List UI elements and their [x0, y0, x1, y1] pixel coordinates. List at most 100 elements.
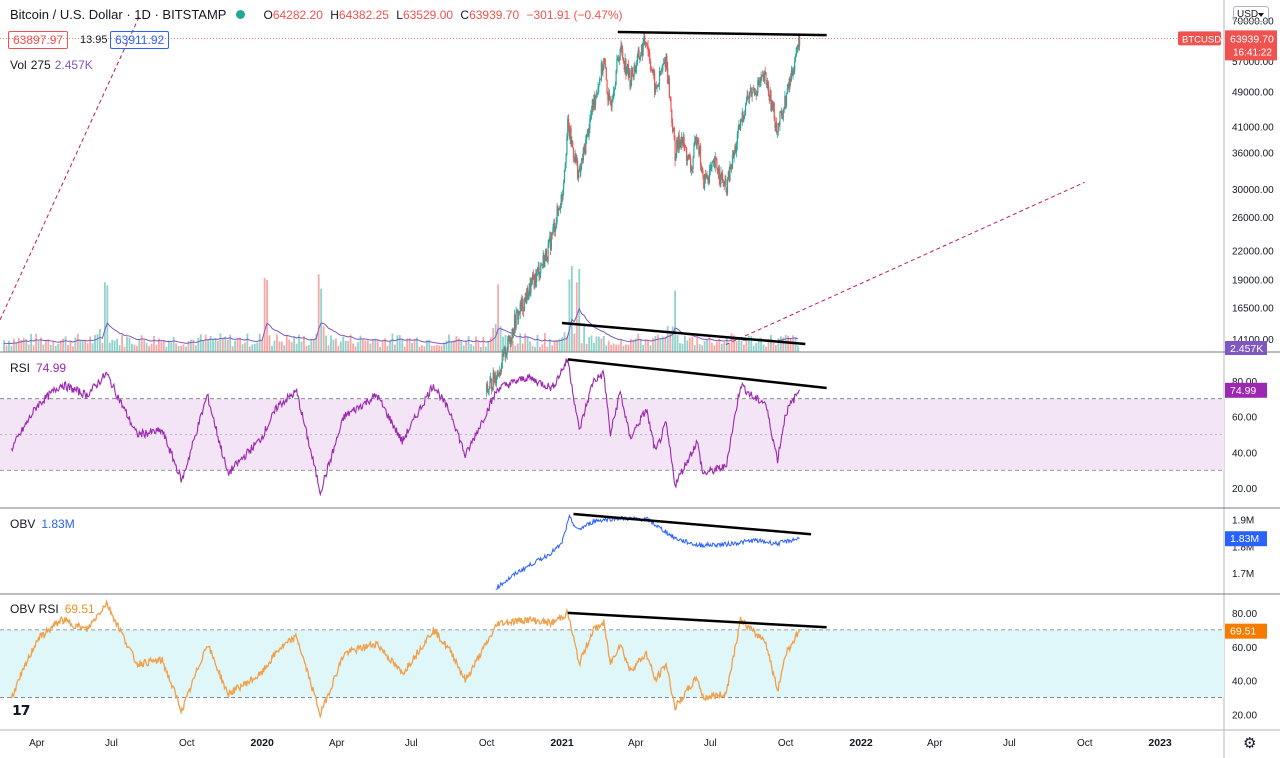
price-tick-label: 41000.00 [1232, 123, 1274, 134]
time-tick-label: 2020 [250, 737, 274, 749]
volume-bar [145, 343, 148, 352]
price-tick-label: 14100.00 [1232, 335, 1274, 346]
last-price-label: 63939.70 [1230, 33, 1274, 45]
volume-bar [192, 339, 195, 352]
obv-rsi-value: 69.51 [64, 602, 95, 616]
dashed-trendline [725, 181, 1085, 346]
volume-bar [620, 340, 622, 352]
candle [732, 155, 734, 159]
candle [547, 245, 549, 262]
volume-bar [273, 340, 276, 352]
volume-bar [96, 334, 99, 352]
volume-bar [236, 337, 239, 352]
candle [491, 389, 493, 391]
tradingview-logo: 𝟭𝟳 [12, 702, 31, 718]
candle [516, 311, 518, 313]
volume-bar [172, 336, 175, 352]
candle [792, 72, 794, 77]
sell-price-button[interactable]: 63897.97 [8, 31, 69, 49]
volume-bar [661, 336, 664, 352]
candle [753, 87, 755, 91]
candle [758, 82, 761, 86]
candle [627, 63, 629, 78]
candle [797, 45, 799, 47]
volume-bar [246, 333, 249, 352]
volume-bar [271, 345, 273, 352]
rsi-legend[interactable]: RSI 74.99 [10, 361, 66, 375]
candle [758, 80, 760, 86]
volume-bar [84, 340, 87, 352]
candle [717, 167, 719, 174]
volume-bar [217, 340, 219, 352]
volume-bar [234, 340, 237, 352]
volume-bar [69, 340, 72, 352]
volume-bar [752, 345, 755, 352]
candle [789, 78, 791, 89]
symbol-title[interactable]: Bitcoin / U.S. Dollar · 1D · BITSTAMP [10, 7, 227, 22]
candle [786, 89, 788, 95]
obv-legend[interactable]: OBV 1.83M [10, 517, 75, 531]
candle [606, 80, 608, 94]
candle [581, 158, 584, 161]
candle [676, 139, 679, 149]
candle [600, 62, 602, 80]
volume-trendline [561, 321, 806, 346]
volume-bar [772, 342, 775, 352]
rsi-tick-label: 60.00 [1232, 413, 1257, 424]
candle [616, 58, 618, 72]
candle [535, 273, 537, 283]
candle [554, 223, 556, 232]
volume-bar [652, 337, 654, 352]
volume-legend[interactable]: Vol 275 2.457K [10, 58, 93, 72]
buy-price-button[interactable]: 63911.92 [110, 31, 170, 49]
obv-rsi-legend[interactable]: OBV RSI 69.51 [10, 602, 95, 616]
volume-bar [256, 342, 259, 352]
volume-bar [162, 340, 165, 352]
symbol-header: Bitcoin / U.S. Dollar · 1D · BITSTAMP O6… [10, 7, 623, 22]
volume-bar [209, 335, 212, 352]
candle [597, 87, 599, 95]
gear-icon[interactable]: ⚙ [1243, 735, 1257, 752]
candle [696, 139, 698, 146]
volume-bar [135, 345, 138, 352]
volume-bar [720, 343, 723, 352]
volume-bar [266, 279, 268, 352]
candle [499, 371, 501, 376]
candle [742, 112, 744, 119]
candle [790, 70, 793, 81]
volume-bar [765, 346, 767, 352]
volume-bar [253, 343, 256, 352]
currency-select[interactable]: USD [1233, 6, 1269, 22]
candle [569, 128, 571, 139]
volume-bar [212, 339, 214, 352]
candle [645, 44, 648, 46]
volume-bar [17, 337, 20, 352]
volume-bar [534, 346, 536, 352]
candle [628, 70, 630, 78]
candle [541, 263, 543, 265]
volume-bar [450, 341, 453, 352]
candle [667, 67, 669, 84]
volume-bar [472, 345, 475, 352]
volume-bar [595, 336, 598, 352]
candle [576, 160, 579, 179]
volume-bar [49, 344, 52, 352]
volume-bar [684, 335, 686, 352]
candle [776, 131, 779, 133]
volume-bar [295, 343, 298, 352]
candle [652, 70, 654, 73]
candle [617, 57, 619, 59]
volume-bar [81, 340, 84, 352]
volume-bar [575, 282, 578, 352]
candle [663, 63, 665, 65]
volume-bar [475, 336, 477, 352]
volume-bar [438, 345, 441, 352]
volume-bar [664, 336, 667, 352]
volume-bar [344, 340, 347, 352]
candle [495, 375, 497, 384]
candle [504, 347, 506, 351]
candle [673, 127, 675, 140]
volume-bar [359, 335, 362, 352]
volume-ma-badge [1225, 341, 1267, 355]
